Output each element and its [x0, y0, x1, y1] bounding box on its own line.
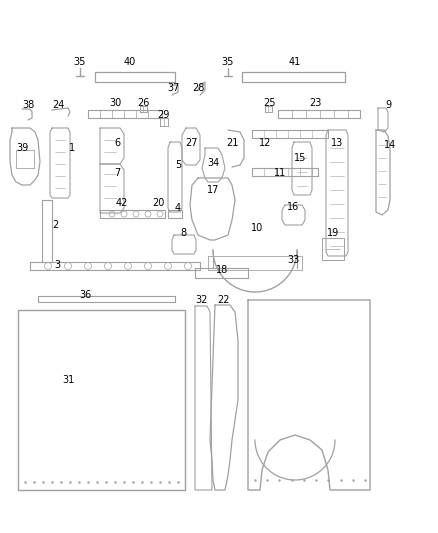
Text: 34: 34: [207, 158, 219, 168]
Text: 8: 8: [180, 228, 186, 238]
Text: 18: 18: [216, 265, 228, 275]
Text: 41: 41: [289, 57, 301, 67]
Text: 3: 3: [54, 260, 60, 270]
Text: 16: 16: [287, 202, 299, 212]
Text: 24: 24: [52, 100, 64, 110]
Text: 4: 4: [175, 203, 181, 213]
Text: 2: 2: [52, 220, 58, 230]
Text: 37: 37: [167, 83, 179, 93]
Text: 5: 5: [175, 160, 181, 170]
Text: 19: 19: [327, 228, 339, 238]
Text: 32: 32: [196, 295, 208, 305]
Bar: [16, 150, 34, 168]
Text: 9: 9: [385, 100, 391, 110]
Text: 42: 42: [116, 198, 128, 208]
Text: 39: 39: [16, 143, 28, 153]
Text: 26: 26: [137, 98, 149, 108]
Text: 30: 30: [109, 98, 121, 108]
Bar: [322, 238, 344, 260]
Text: 25: 25: [264, 98, 276, 108]
Text: 35: 35: [74, 57, 86, 67]
Text: 33: 33: [287, 255, 299, 265]
Text: 12: 12: [259, 138, 271, 148]
Text: 28: 28: [192, 83, 204, 93]
Text: 20: 20: [152, 198, 164, 208]
Text: 15: 15: [294, 153, 306, 163]
Text: 17: 17: [207, 185, 219, 195]
Text: 31: 31: [62, 375, 74, 385]
Text: 10: 10: [251, 223, 263, 233]
Text: 13: 13: [331, 138, 343, 148]
Text: 35: 35: [222, 57, 234, 67]
Text: 38: 38: [22, 100, 34, 110]
Text: 22: 22: [218, 295, 230, 305]
Text: 7: 7: [114, 168, 120, 178]
Text: 1: 1: [69, 143, 75, 153]
Text: 40: 40: [124, 57, 136, 67]
Text: 14: 14: [384, 140, 396, 150]
Text: 6: 6: [114, 138, 120, 148]
Text: 29: 29: [157, 110, 169, 120]
Text: 27: 27: [186, 138, 198, 148]
Text: 11: 11: [274, 168, 286, 178]
Text: 36: 36: [79, 290, 91, 300]
Text: 21: 21: [226, 138, 238, 148]
Text: 23: 23: [309, 98, 321, 108]
